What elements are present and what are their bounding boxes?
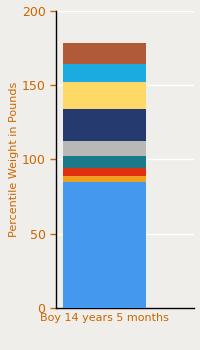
Bar xyxy=(63,141,146,156)
Bar xyxy=(63,64,146,82)
Bar xyxy=(63,108,146,141)
Bar xyxy=(63,182,146,308)
Bar xyxy=(63,156,146,168)
Bar xyxy=(63,82,146,108)
Bar xyxy=(63,176,146,182)
Y-axis label: Percentile Weight in Pounds: Percentile Weight in Pounds xyxy=(9,82,19,237)
Bar xyxy=(63,43,146,64)
Bar xyxy=(63,168,146,176)
